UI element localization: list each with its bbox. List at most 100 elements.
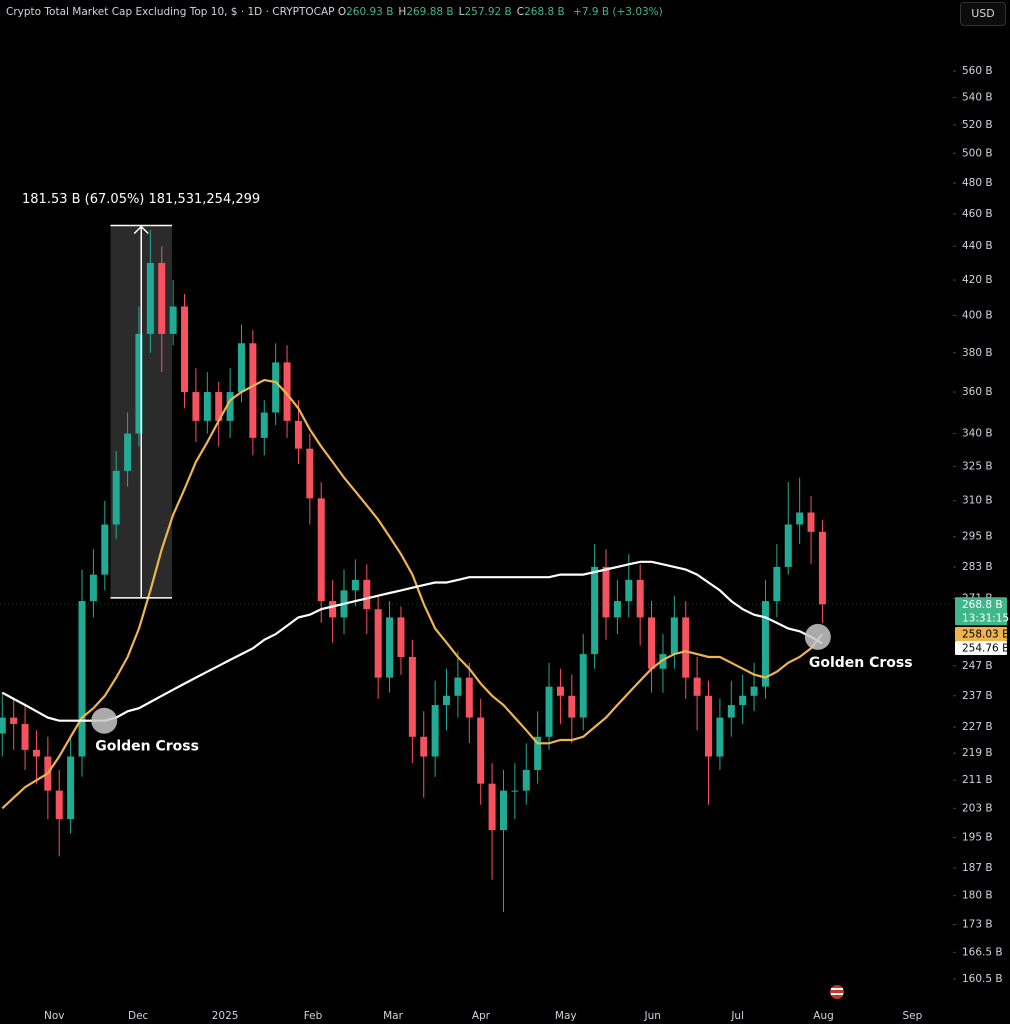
y-tick-label: 211 B <box>962 774 993 786</box>
measure-arrowhead <box>133 225 149 235</box>
candle-body <box>135 333 143 434</box>
y-tick-label: 560 B <box>962 65 993 77</box>
ohlc-key: H <box>398 6 407 18</box>
currency-button[interactable]: USD <box>960 2 1006 26</box>
x-tick-label: Dec <box>128 1010 149 1022</box>
candle-body <box>465 677 473 718</box>
x-tick-label: Jun <box>643 1010 660 1022</box>
candle-body <box>488 783 496 831</box>
y-tick-label: 247 B <box>962 660 993 672</box>
chart-header: Crypto Total Market Cap Excluding Top 10… <box>6 6 668 18</box>
y-tick-label: 360 B <box>962 386 993 398</box>
event-icon <box>830 985 844 999</box>
candle-body <box>420 736 428 757</box>
candle-body <box>443 695 451 706</box>
ohlc-value: 257.92 B <box>464 6 512 18</box>
golden-cross-label: Golden Cross <box>809 655 913 671</box>
candle-body <box>306 448 314 499</box>
candle-body <box>260 412 268 438</box>
candle-body <box>237 343 245 393</box>
candle-body <box>89 574 97 602</box>
y-tick-label: 460 B <box>962 208 993 220</box>
moving-average-line <box>1 378 824 810</box>
price-label-box <box>955 597 1007 626</box>
price-timer: 13:31:15 <box>962 612 1009 624</box>
candle-body <box>534 736 542 770</box>
candle-body <box>203 392 211 421</box>
price-label: 268.8 B <box>962 599 1003 611</box>
candle-body <box>397 617 405 657</box>
ohlc-key: O <box>337 6 347 18</box>
ohlc-value: 260.93 B <box>346 6 394 18</box>
x-tick-label: Mar <box>383 1010 403 1022</box>
candle-body <box>591 566 599 655</box>
flag-icon <box>830 985 844 999</box>
candle-body <box>329 601 337 618</box>
candle-body <box>579 654 587 718</box>
price-label-box <box>955 627 1007 642</box>
y-tick-label: 540 B <box>962 91 993 103</box>
candle-body <box>158 262 166 334</box>
candle-body <box>659 654 667 669</box>
y-tick-label: 440 B <box>962 240 993 252</box>
event-icon-stripe <box>831 993 843 995</box>
candle-body <box>169 306 177 334</box>
candle-body <box>716 717 724 757</box>
symbol-title: Crypto Total Market Cap Excluding Top 10… <box>6 6 335 18</box>
candle-body <box>761 601 769 687</box>
candle-body <box>78 601 86 757</box>
price-label: 254.76 B <box>962 643 1009 655</box>
y-tick-label: 380 B <box>962 347 993 359</box>
candle-body <box>317 498 325 602</box>
candle-body <box>112 470 120 525</box>
y-tick-label: 400 B <box>962 309 993 321</box>
y-tick-label: 340 B <box>962 428 993 440</box>
golden-cross-marker <box>91 707 118 734</box>
candle-body <box>249 343 257 438</box>
y-tick-label: 219 B <box>962 747 993 759</box>
y-tick-label: 520 B <box>962 119 993 131</box>
y-tick-label: 227 B <box>962 721 993 733</box>
candle-body <box>693 677 701 696</box>
candle-body <box>818 531 826 605</box>
ohlc-value: 269.88 B <box>406 6 454 18</box>
candle-body <box>192 392 200 421</box>
y-tick-label: 295 B <box>962 531 993 543</box>
candle-body <box>215 392 223 421</box>
candle-body <box>181 306 189 393</box>
candle-body <box>477 717 485 784</box>
y-tick-label: 166.5 B <box>962 946 1003 958</box>
candle-body <box>613 601 621 618</box>
candle-body <box>272 362 280 413</box>
y-tick-label: 480 B <box>962 177 993 189</box>
ohlc-key: C <box>516 6 525 18</box>
candle-body <box>739 695 747 706</box>
x-tick-label: Apr <box>472 1010 491 1022</box>
candle-body <box>374 609 382 678</box>
candle-body <box>294 420 302 449</box>
event-icon-stripe <box>831 988 843 990</box>
candle-body <box>283 362 291 421</box>
y-tick-label: 500 B <box>962 147 993 159</box>
y-tick-label: 173 B <box>962 919 993 931</box>
candle-body <box>750 686 758 696</box>
candle-body <box>386 617 394 678</box>
y-tick-label: 325 B <box>962 460 993 472</box>
candle-body <box>363 579 371 610</box>
candle-body <box>226 392 234 421</box>
candle-body <box>556 686 564 696</box>
y-tick-label: 195 B <box>962 832 993 844</box>
candle-body <box>101 524 109 575</box>
candle-body <box>351 579 359 591</box>
golden-cross-label: Golden Cross <box>95 739 199 755</box>
x-tick-label: May <box>555 1010 577 1022</box>
candle-body <box>32 749 40 757</box>
candle-body <box>499 790 507 831</box>
price-label: 258.03 B <box>962 629 1009 641</box>
golden-cross-marker <box>804 623 831 650</box>
candle-body <box>545 686 553 737</box>
candle-body <box>568 695 576 718</box>
candle-body <box>522 769 530 791</box>
candle-body <box>796 512 804 525</box>
